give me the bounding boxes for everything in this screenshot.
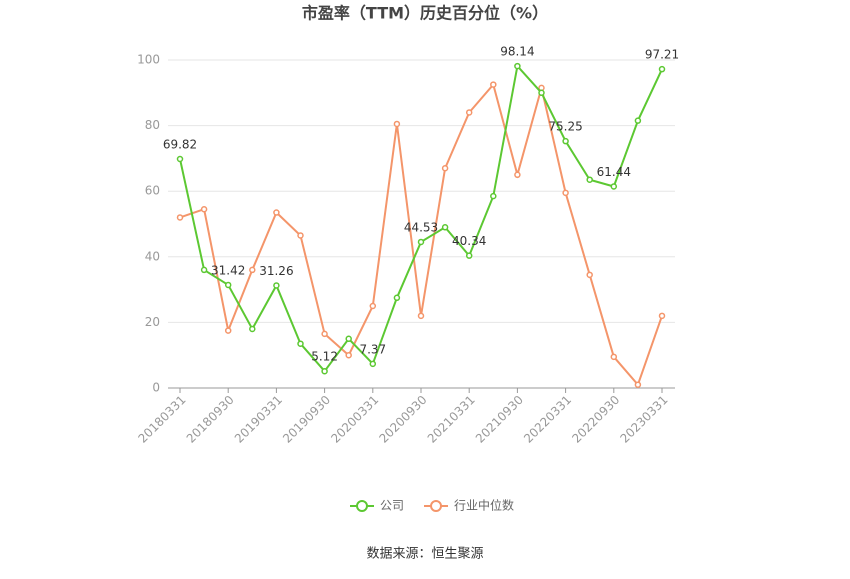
point bbox=[634, 117, 642, 124]
data-label: 7.37 bbox=[359, 342, 386, 356]
point bbox=[224, 327, 232, 334]
series-line bbox=[179, 63, 663, 373]
x-tick-label: 20220930 bbox=[569, 393, 622, 446]
point bbox=[417, 238, 425, 246]
point bbox=[490, 81, 497, 88]
y-tick-label: 40 bbox=[145, 249, 160, 263]
x-tick-label: 20230331 bbox=[618, 393, 671, 446]
point bbox=[176, 214, 184, 221]
point bbox=[586, 176, 593, 183]
point bbox=[273, 209, 280, 216]
point bbox=[224, 281, 232, 289]
point bbox=[514, 171, 521, 179]
x-tick-label: 20200331 bbox=[328, 393, 381, 446]
point bbox=[441, 164, 449, 172]
data-label: 5.12 bbox=[311, 350, 338, 364]
y-tick-label: 80 bbox=[145, 118, 160, 132]
point bbox=[321, 330, 328, 338]
x-tick-label: 20220331 bbox=[521, 393, 574, 446]
data-label: 61.44 bbox=[597, 165, 631, 179]
point bbox=[658, 65, 666, 73]
point bbox=[586, 271, 593, 279]
y-tick-label: 60 bbox=[145, 184, 160, 198]
point bbox=[538, 89, 545, 97]
x-tick-label: 20210331 bbox=[425, 393, 478, 446]
point bbox=[634, 381, 642, 388]
point bbox=[369, 302, 377, 310]
point bbox=[417, 312, 425, 320]
point bbox=[490, 192, 497, 200]
point bbox=[562, 189, 569, 197]
y-tick-label: 20 bbox=[145, 315, 160, 329]
point bbox=[514, 62, 521, 70]
point bbox=[658, 312, 666, 320]
data-label: 69.82 bbox=[163, 137, 197, 151]
x-tick-label: 20190930 bbox=[280, 393, 333, 446]
data-label: 98.14 bbox=[500, 45, 534, 59]
point bbox=[610, 353, 618, 361]
point bbox=[465, 252, 473, 259]
source: 数据来源：恒生聚源 bbox=[366, 547, 483, 562]
legend-label: 公司 bbox=[380, 499, 404, 513]
point bbox=[200, 205, 208, 213]
data-label: 31.26 bbox=[259, 264, 293, 278]
point bbox=[176, 155, 184, 163]
point bbox=[200, 266, 208, 274]
x-tick-label: 20210930 bbox=[473, 393, 526, 446]
point bbox=[249, 266, 256, 274]
series-line bbox=[179, 82, 663, 387]
point bbox=[393, 294, 401, 302]
legend-marker bbox=[356, 500, 368, 512]
point bbox=[562, 137, 569, 145]
x-tick-label: 20180930 bbox=[184, 393, 237, 446]
point bbox=[393, 120, 401, 128]
data-label: 31.42 bbox=[211, 263, 245, 277]
chart-title: 市盈率（TTM）历史百分位（%） bbox=[302, 4, 548, 23]
data-label: 40.34 bbox=[452, 234, 486, 248]
y-tick-label: 0 bbox=[152, 381, 160, 395]
data-label: 75.25 bbox=[548, 120, 582, 134]
x-tick-label: 20180331 bbox=[136, 393, 189, 446]
data-label: 97.21 bbox=[645, 48, 679, 62]
point bbox=[297, 340, 304, 347]
x-tick-label: 20200930 bbox=[377, 393, 430, 446]
point bbox=[297, 232, 304, 239]
legend-marker bbox=[430, 500, 443, 512]
point bbox=[345, 335, 352, 343]
data-label: 44.53 bbox=[404, 220, 438, 234]
point bbox=[345, 351, 352, 359]
x-tick-label: 20190331 bbox=[232, 393, 285, 446]
point bbox=[610, 183, 618, 190]
point bbox=[441, 224, 449, 231]
legend-label: 行业中位数 bbox=[454, 498, 514, 513]
point bbox=[249, 325, 256, 333]
point bbox=[369, 360, 377, 368]
point bbox=[465, 109, 473, 116]
point bbox=[273, 282, 280, 289]
y-tick-label: 100 bbox=[137, 53, 160, 67]
point bbox=[321, 367, 328, 375]
